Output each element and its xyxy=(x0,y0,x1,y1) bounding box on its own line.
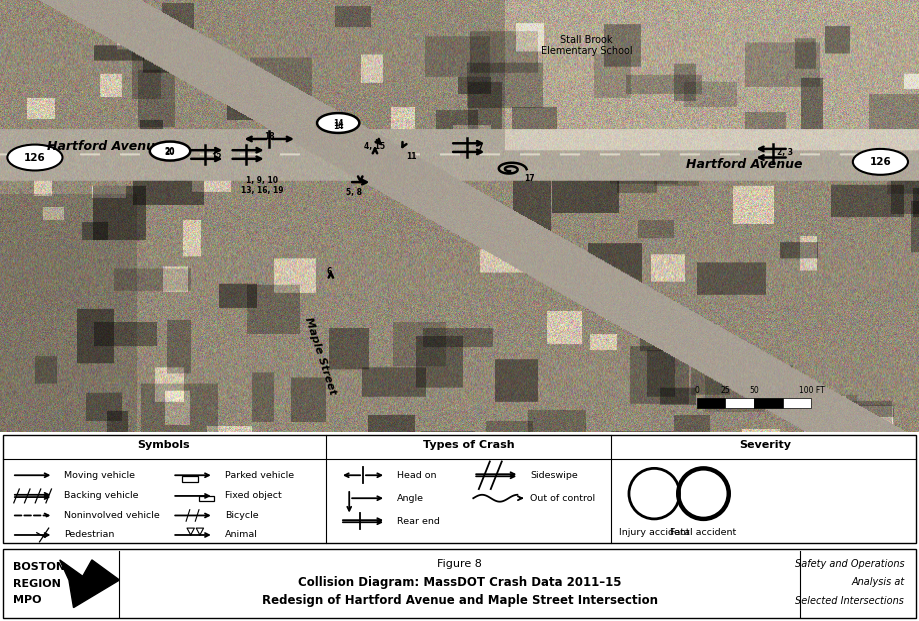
Text: Head on: Head on xyxy=(397,471,437,480)
Bar xyxy=(754,398,783,408)
Text: Safety and Operations: Safety and Operations xyxy=(795,560,904,569)
Text: 126: 126 xyxy=(24,153,46,163)
Circle shape xyxy=(853,149,908,175)
Text: Analysis at: Analysis at xyxy=(851,578,904,587)
Text: Rear end: Rear end xyxy=(397,517,440,526)
Text: 0: 0 xyxy=(694,386,699,395)
Text: 18: 18 xyxy=(264,132,275,140)
Text: Selected Intersections: Selected Intersections xyxy=(796,596,904,606)
Text: Maple Street: Maple Street xyxy=(302,316,337,396)
Text: Parked vehicle: Parked vehicle xyxy=(224,471,294,480)
Bar xyxy=(697,398,725,408)
Text: 50: 50 xyxy=(749,386,759,395)
Text: Out of control: Out of control xyxy=(530,494,596,503)
Text: 17: 17 xyxy=(524,174,535,183)
Text: Types of Crash: Types of Crash xyxy=(423,440,515,450)
Text: Fixed object: Fixed object xyxy=(224,491,281,501)
Text: Moving vehicle: Moving vehicle xyxy=(64,471,135,480)
Text: Animal: Animal xyxy=(224,530,257,540)
Text: Bicycle: Bicycle xyxy=(224,511,258,520)
Bar xyxy=(725,398,754,408)
Text: 7: 7 xyxy=(478,143,483,152)
Polygon shape xyxy=(60,560,119,607)
Text: Hartford Avenue: Hartford Avenue xyxy=(686,158,802,171)
Text: Redesign of Hartford Avenue and Maple Street Intersection: Redesign of Hartford Avenue and Maple St… xyxy=(262,594,657,607)
Text: 14: 14 xyxy=(333,119,344,127)
Bar xyxy=(199,496,213,501)
Text: 4, 15: 4, 15 xyxy=(365,142,385,150)
Text: 14: 14 xyxy=(333,122,344,130)
Text: 12: 12 xyxy=(210,153,221,162)
Text: 2, 3: 2, 3 xyxy=(777,148,793,156)
Text: Severity: Severity xyxy=(739,440,791,450)
Text: Figure 8: Figure 8 xyxy=(437,560,482,569)
Text: Collision Diagram: MassDOT Crash Data 2011–15: Collision Diagram: MassDOT Crash Data 20… xyxy=(298,576,621,589)
Text: 1, 9, 10
13, 16, 19: 1, 9, 10 13, 16, 19 xyxy=(241,176,283,196)
Text: 25: 25 xyxy=(720,386,730,395)
Text: Stall Brook
Elementary School: Stall Brook Elementary School xyxy=(540,35,632,56)
Text: 6: 6 xyxy=(326,267,332,276)
Text: 11: 11 xyxy=(406,152,417,161)
Text: Noninvolved vehicle: Noninvolved vehicle xyxy=(64,511,160,520)
Bar xyxy=(783,398,811,408)
Bar xyxy=(182,476,199,482)
Text: Fatal accident: Fatal accident xyxy=(670,528,737,537)
Text: Hartford Avenue: Hartford Avenue xyxy=(48,140,164,153)
Text: 20: 20 xyxy=(165,148,176,156)
Text: Backing vehicle: Backing vehicle xyxy=(64,491,139,501)
Text: Angle: Angle xyxy=(397,494,424,503)
Text: 126: 126 xyxy=(869,157,891,167)
Text: Pedestrian: Pedestrian xyxy=(64,530,115,540)
Text: Injury accident: Injury accident xyxy=(618,528,689,537)
Text: MPO: MPO xyxy=(13,595,41,605)
Text: 100 FT: 100 FT xyxy=(799,386,824,395)
Circle shape xyxy=(317,113,359,133)
Text: 5, 8: 5, 8 xyxy=(346,188,362,197)
Text: Sideswipe: Sideswipe xyxy=(530,471,578,480)
Text: BOSTON: BOSTON xyxy=(13,563,65,573)
Text: Symbols: Symbols xyxy=(137,440,189,450)
Circle shape xyxy=(150,142,190,161)
Text: REGION: REGION xyxy=(13,579,61,589)
Text: 20: 20 xyxy=(165,147,176,155)
Circle shape xyxy=(7,145,62,171)
